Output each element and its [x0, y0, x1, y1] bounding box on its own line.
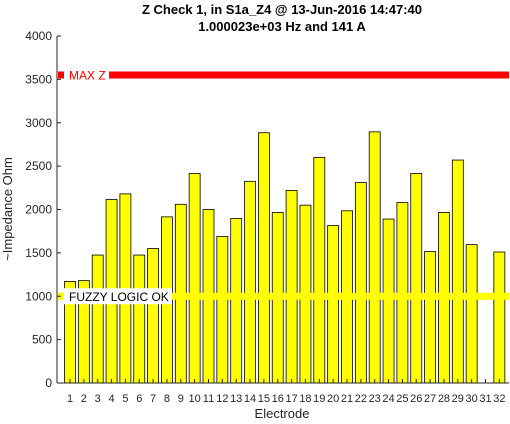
x-tick-label: 10 — [189, 393, 201, 405]
x-tick-label: 26 — [410, 393, 422, 405]
bar-electrode-3 — [91, 254, 104, 384]
bar-electrode-32 — [493, 251, 506, 384]
y-tick-label: 1500 — [25, 246, 52, 260]
bar-electrode-6 — [133, 254, 146, 384]
x-tick-label: 27 — [424, 393, 436, 405]
x-tick-label: 9 — [178, 393, 184, 405]
x-tick-label: 29 — [452, 393, 464, 405]
x-tick-label: 8 — [164, 393, 170, 405]
x-tick-label: 19 — [313, 393, 325, 405]
bar-electrode-24 — [382, 218, 395, 384]
bar-electrode-27 — [424, 251, 437, 384]
reference-label-max-z: MAX Z — [69, 69, 106, 83]
y-tick-label: 3000 — [25, 116, 52, 130]
x-tick-label: 7 — [150, 393, 156, 405]
y-tick-label: 3500 — [25, 72, 52, 86]
x-tick-label: 23 — [369, 393, 381, 405]
y-axis-label: ~Impedance Ohm — [0, 157, 15, 261]
x-tick-label: 20 — [327, 393, 339, 405]
x-tick-label: 22 — [355, 393, 367, 405]
bar-electrode-17 — [285, 190, 298, 384]
x-tick-label: 12 — [216, 393, 228, 405]
reference-lines: MAX Z FUZZY LOGIC OK — [58, 67, 509, 305]
bar-electrode-13 — [230, 218, 243, 384]
x-tick-label: 24 — [382, 393, 394, 405]
x-tick-label: 16 — [272, 393, 284, 405]
y-tick-label: 2500 — [25, 159, 52, 173]
bar-electrode-7 — [147, 248, 160, 384]
bar-electrode-20 — [327, 225, 340, 384]
x-tick-label: 14 — [244, 393, 256, 405]
x-tick-label: 32 — [493, 393, 505, 405]
x-tick-label: 28 — [438, 393, 450, 405]
x-tick-label: 25 — [396, 393, 408, 405]
bar-electrode-29 — [451, 159, 464, 384]
y-tick-label: 0 — [45, 376, 52, 390]
bar-electrode-19 — [313, 157, 326, 384]
x-tick-label: 13 — [230, 393, 242, 405]
x-tick-label: 1 — [67, 393, 73, 405]
x-tick-label: 4 — [108, 393, 114, 405]
x-tick-label: 31 — [479, 393, 491, 405]
bar-electrode-14 — [244, 180, 256, 384]
y-tick-label: 500 — [32, 333, 52, 347]
x-tick-label: 6 — [136, 393, 142, 405]
x-tick-label: 30 — [466, 393, 478, 405]
bar-electrode-26 — [410, 173, 423, 384]
y-tick-label: 4000 — [25, 29, 52, 43]
x-tick-label: 15 — [258, 393, 270, 405]
x-tick-label: 3 — [95, 393, 101, 405]
bar-electrode-30 — [465, 244, 478, 384]
bar-electrode-10 — [188, 173, 201, 384]
reference-label-background — [64, 67, 109, 84]
x-tick-label: 17 — [285, 393, 297, 405]
y-tick-label: 1000 — [25, 289, 52, 303]
bar-electrode-15 — [257, 132, 270, 384]
reference-label-fuzzy-logic-ok: FUZZY LOGIC OK — [69, 290, 169, 304]
x-tick-label: 5 — [122, 393, 128, 405]
bar-electrode-22 — [354, 182, 367, 384]
x-tick-label: 18 — [299, 393, 311, 405]
y-axis-ticks: 0 500 1000 1500 2000 2500 3000 3500 4000 — [25, 29, 61, 390]
x-axis-ticks: 1 2 3 4 5 6 7 8 9 10 11 12 13 14 15 16 17 18 19 20 21 22 23 24 2… — [67, 379, 505, 405]
bar-electrode-12 — [216, 235, 229, 384]
x-tick-label: 2 — [81, 393, 87, 405]
chart-title-line1: Z Check 1, in S1a_Z4 @ 13-Jun-2016 14:47… — [142, 2, 422, 17]
x-tick-label: 21 — [341, 393, 353, 405]
y-tick-label: 2000 — [25, 203, 52, 217]
x-axis-label: Electrode — [255, 406, 310, 421]
x-tick-label: 11 — [203, 393, 214, 405]
reference-label-background — [64, 288, 172, 305]
bar-electrode-23 — [368, 131, 381, 384]
chart-title-line2: 1.000023e+03 Hz and 141 A — [198, 19, 366, 34]
